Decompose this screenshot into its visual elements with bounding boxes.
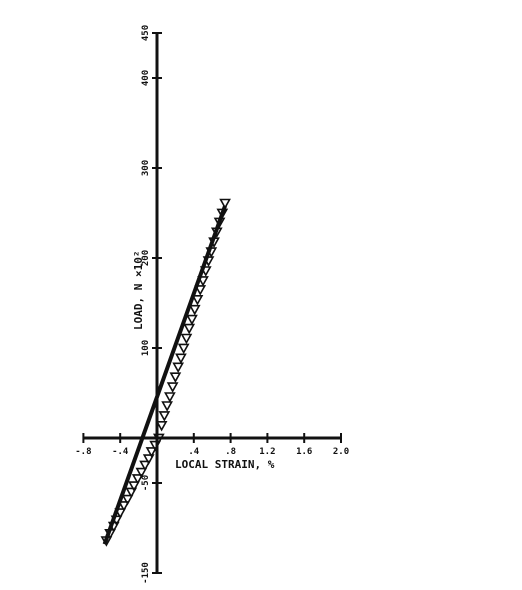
data-point [199, 266, 212, 277]
data-point [216, 208, 229, 220]
x-tick-label: 2.0 [333, 447, 349, 457]
data-point [149, 440, 162, 452]
data-point [191, 295, 204, 306]
data-point [100, 536, 113, 547]
y-tick-label: 200 [141, 250, 151, 266]
data-point [202, 256, 215, 267]
y-tick-label: 100 [141, 340, 151, 356]
data-point [164, 392, 176, 403]
data-point [161, 401, 173, 412]
data-point [166, 382, 179, 393]
data-point [110, 515, 123, 527]
tick-marks [82, 32, 342, 574]
data-point [145, 447, 158, 458]
data-point [172, 362, 185, 374]
data-point [142, 454, 155, 465]
x-tick-label: 1.6 [296, 447, 312, 457]
data-point [139, 460, 151, 472]
fit-line-group [102, 205, 227, 545]
data-point [194, 285, 207, 296]
data-point [175, 353, 187, 365]
fit-line [102, 205, 227, 545]
data-point [188, 304, 201, 316]
data-point [135, 467, 148, 479]
y-tick-label: 300 [141, 160, 151, 176]
data-point [114, 508, 127, 519]
data-point [131, 474, 144, 485]
y-tick-label: 450 [141, 25, 151, 41]
data-point [125, 487, 138, 499]
data-point [213, 217, 226, 229]
data-point [152, 433, 165, 445]
data-point [155, 421, 168, 432]
y-tick-label: 400 [141, 70, 151, 86]
x-tick-label: .8 [225, 447, 236, 457]
y-tick-label: -150 [141, 562, 151, 584]
data-point [169, 372, 182, 383]
x-tick-label: .4 [188, 447, 199, 457]
x-tick-labels: -.8 -.4 .4 .8 1.2 1.6 2.0 [75, 447, 349, 457]
data-point [219, 198, 231, 210]
data-point [186, 314, 198, 326]
data-point [205, 247, 218, 258]
data-point [121, 494, 134, 506]
y-axis-title: LOAD, N ×10² [132, 251, 145, 330]
x-tick-label: 1.2 [259, 447, 275, 457]
data-points [100, 198, 231, 547]
data-point [208, 237, 220, 248]
y-tick-labels: -150 -50 100 200 300 400 450 [141, 25, 151, 584]
data-point [177, 343, 190, 355]
y-tick-label: -50 [141, 475, 151, 491]
data-point [180, 333, 193, 345]
data-point [128, 481, 140, 492]
data-point [107, 521, 120, 533]
data-point [210, 227, 223, 239]
x-tick-label: -.8 [75, 447, 91, 457]
data-point [183, 323, 196, 335]
x-axis-title: LOCAL STRAIN, % [175, 458, 275, 471]
x-tick-label: -.4 [112, 447, 129, 457]
data-point [197, 276, 209, 287]
data-point [118, 501, 130, 512]
data-point [158, 411, 171, 422]
data-point [104, 529, 116, 540]
